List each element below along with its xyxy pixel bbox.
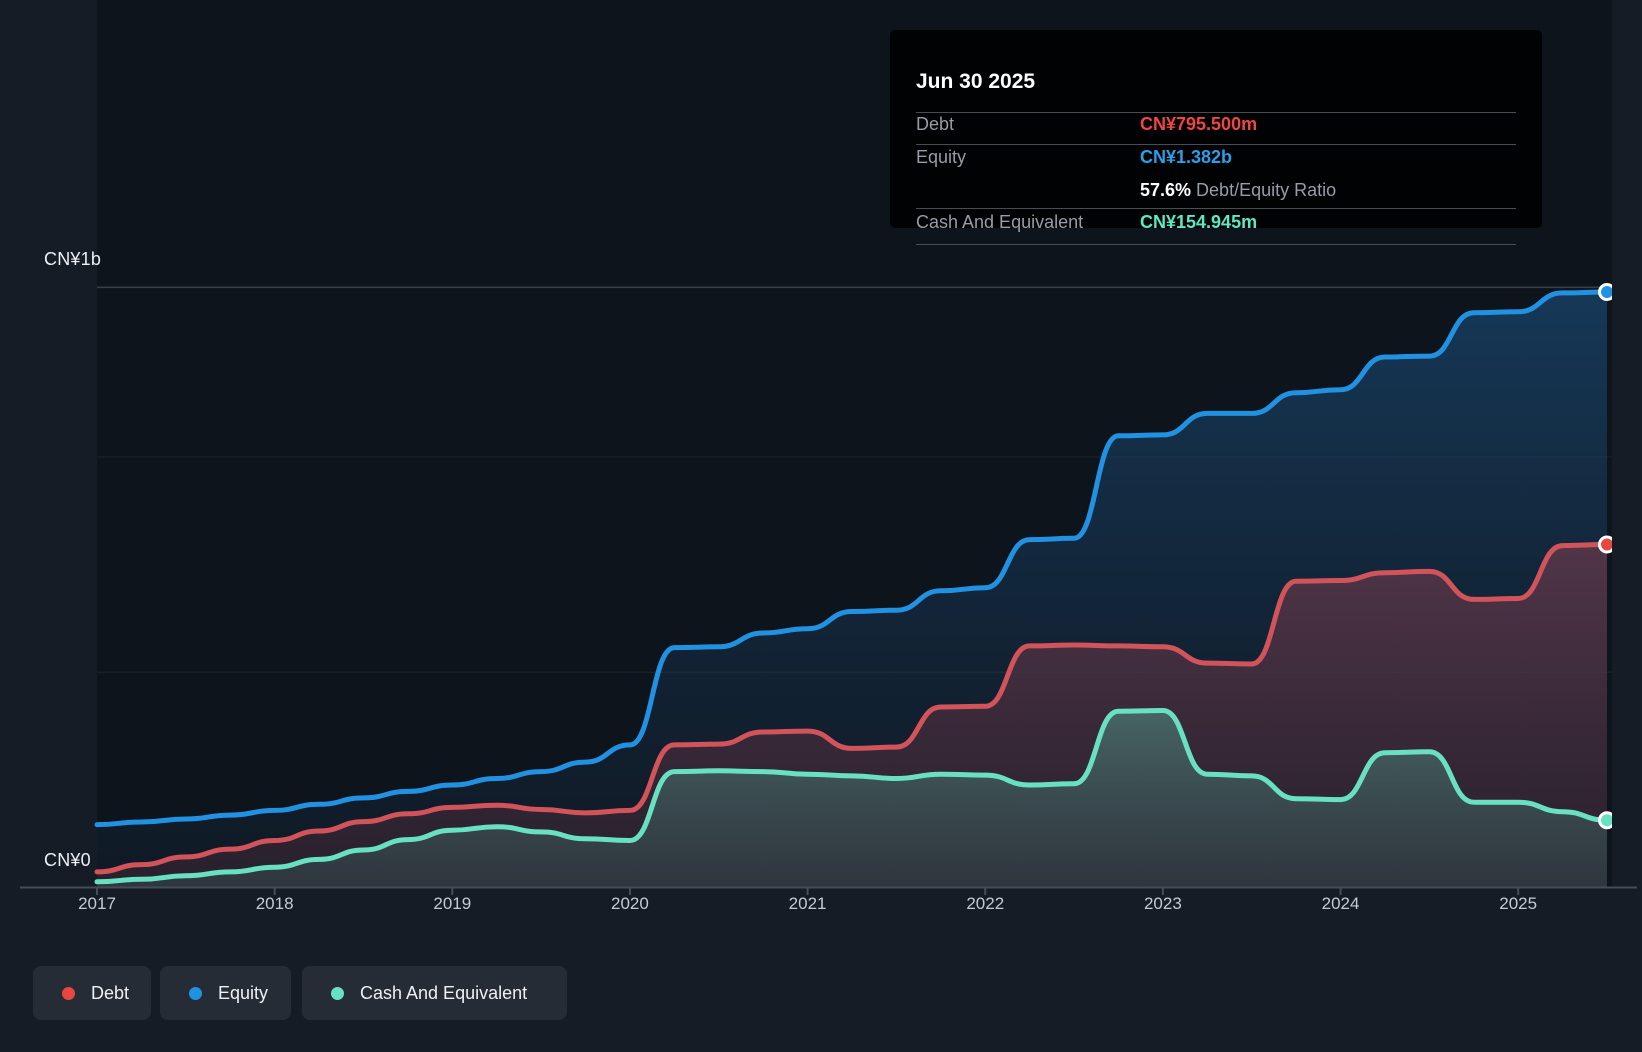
cash-and-equivalent-line xyxy=(94,708,1610,885)
x-tick-label: 2017 xyxy=(78,894,116,913)
tooltip-cash-label: Cash And Equivalent xyxy=(916,212,1084,232)
debt-legend-dot-icon xyxy=(62,986,75,1000)
x-tick-label: 2023 xyxy=(1143,894,1182,913)
legend-debt-label: Debt xyxy=(91,982,130,1003)
x-tick-label: 2020 xyxy=(611,894,649,913)
tooltip-cash-value: CN¥154.945m xyxy=(1140,212,1258,232)
x-tick-label: 2019 xyxy=(433,894,472,913)
tooltip-equity-value: CN¥1.382b xyxy=(1140,147,1233,167)
x-tick-label: 2022 xyxy=(966,894,1005,913)
cash-legend-dot-icon xyxy=(331,986,344,1000)
legend-cash-label: Cash And Equivalent xyxy=(360,982,528,1003)
x-tick-label: 2025 xyxy=(1499,894,1538,913)
debt-line xyxy=(94,542,1610,875)
tooltip-equity-label: Equity xyxy=(916,147,967,167)
tooltip-divider xyxy=(916,112,1516,113)
equity-endpoint-dot xyxy=(1598,282,1612,301)
debt-endpoint-dot xyxy=(1598,535,1612,554)
x-tick-label: 2018 xyxy=(255,894,294,913)
tooltip-debt-value: CN¥795.500m xyxy=(1140,114,1258,134)
y-axis-label-max: CN¥1b xyxy=(44,249,102,269)
tooltip-divider xyxy=(916,244,1516,245)
legend-item-equity[interactable]: Equity xyxy=(160,966,291,1020)
tooltip-divider xyxy=(916,144,1516,145)
cash-and-equivalent-endpoint-dot xyxy=(1598,811,1612,830)
y-axis-label-zero: CN¥0 xyxy=(44,850,91,870)
tooltip-debt-label: Debt xyxy=(916,114,955,134)
tooltip-divider xyxy=(916,208,1516,209)
tooltip-panel: Jun 30 2025 Debt CN¥795.500m Equity CN¥1… xyxy=(890,30,1542,245)
tooltip-ratio: 57.6% Debt/Equity Ratio xyxy=(1140,180,1337,200)
legend-item-cash[interactable]: Cash And Equivalent xyxy=(302,966,567,1020)
equity-line xyxy=(94,289,1610,828)
x-tick-label: 2024 xyxy=(1321,894,1360,913)
tooltip-date: Jun 30 2025 xyxy=(916,70,1036,93)
legend-item-debt[interactable]: Debt xyxy=(33,966,151,1020)
cash-and-equivalent-area xyxy=(97,710,1607,887)
equity-legend-dot-icon xyxy=(189,986,202,1000)
legend-equity-label: Equity xyxy=(218,982,269,1003)
x-tick-label: 2021 xyxy=(788,894,827,913)
